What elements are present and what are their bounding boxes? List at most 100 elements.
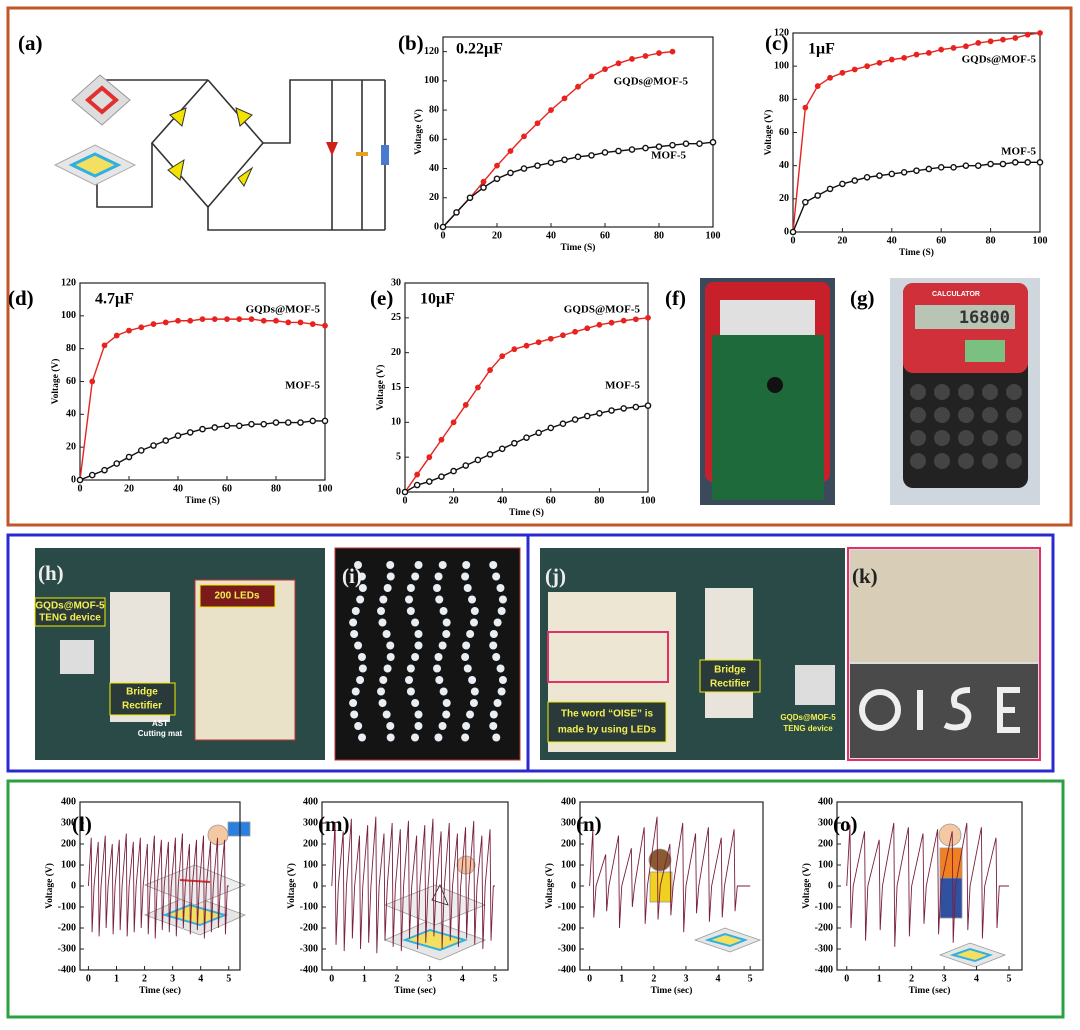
y-tick-label: -100 <box>558 901 576 912</box>
led <box>406 687 415 696</box>
point <box>297 319 304 326</box>
point <box>987 160 994 168</box>
led <box>466 630 475 638</box>
led <box>414 641 423 650</box>
led <box>489 561 498 569</box>
point <box>560 332 566 339</box>
frame-top <box>6 6 1073 527</box>
point <box>450 419 457 426</box>
photo-label: TENG device <box>39 613 101 624</box>
y-tick-label: -400 <box>300 964 318 975</box>
point <box>876 172 883 179</box>
point <box>535 429 542 437</box>
led <box>438 722 447 730</box>
x-tick-label: 2 <box>651 973 656 984</box>
key <box>910 453 926 469</box>
panel-label: (h) <box>38 561 64 585</box>
photo-label: GQDs@MOF-5 <box>780 713 836 722</box>
point <box>523 342 530 349</box>
point <box>1024 31 1031 38</box>
x-tick-label: 3 <box>427 973 432 984</box>
point <box>511 346 518 353</box>
point <box>987 38 994 45</box>
led <box>463 664 472 673</box>
point <box>235 422 243 430</box>
led <box>442 710 451 719</box>
x-tick-label: 1 <box>114 973 119 984</box>
point <box>827 74 833 81</box>
point <box>602 66 608 73</box>
point <box>236 316 243 323</box>
y-tick-label: 40 <box>429 163 439 174</box>
panel-label: (i) <box>342 564 362 588</box>
led <box>351 607 360 615</box>
annotation: 0.22μF <box>456 41 503 58</box>
led-diode <box>326 142 338 156</box>
key <box>982 430 998 446</box>
point <box>669 141 676 149</box>
panel-label: (b) <box>398 31 424 55</box>
led <box>354 641 363 650</box>
point <box>999 160 1007 168</box>
led <box>382 630 391 638</box>
key <box>958 384 974 400</box>
point <box>426 454 433 461</box>
point <box>507 148 514 154</box>
point <box>572 328 578 335</box>
y-tick-label: 80 <box>66 343 76 354</box>
led <box>379 595 388 604</box>
y-tick-label: 0 <box>313 880 318 891</box>
point <box>950 164 957 171</box>
panel-label: (n) <box>576 812 602 836</box>
point <box>175 317 181 324</box>
led <box>358 664 367 673</box>
y-tick-label: 60 <box>66 376 76 387</box>
led <box>442 630 451 638</box>
point <box>101 342 108 349</box>
point <box>260 420 268 428</box>
y-tick-label: -100 <box>58 901 76 912</box>
point <box>211 316 218 323</box>
led <box>498 676 507 684</box>
point <box>601 149 609 156</box>
x-tick-label: 3 <box>942 973 947 984</box>
led-array <box>349 561 507 742</box>
y-tick-label: -200 <box>558 922 576 933</box>
led <box>358 733 367 742</box>
x-tick-label: 100 <box>641 495 656 506</box>
x-axis-label: Time (sec) <box>651 985 693 996</box>
x-tick-label: 40 <box>887 235 897 246</box>
y-tick-label: 200 <box>818 838 833 849</box>
x-axis-label: Time (S) <box>509 507 544 518</box>
point <box>863 173 871 181</box>
y-tick-label: 40 <box>779 160 789 171</box>
key <box>982 384 998 400</box>
led <box>406 607 415 615</box>
point <box>1036 159 1044 166</box>
led <box>438 561 447 569</box>
point <box>523 434 530 441</box>
photo-i <box>334 547 521 761</box>
led <box>386 572 395 581</box>
key <box>910 384 926 400</box>
y-tick-label: 100 <box>61 310 76 321</box>
y-tick-label: -100 <box>300 901 318 912</box>
led <box>357 653 366 661</box>
y-tick-label: 40 <box>66 409 76 420</box>
led <box>461 653 470 661</box>
point <box>975 40 982 46</box>
led <box>434 653 443 661</box>
plot-frame <box>442 36 714 228</box>
point <box>571 416 579 423</box>
photo-label: Rectifier <box>122 701 162 712</box>
key <box>958 453 974 469</box>
point <box>962 162 970 169</box>
led <box>405 595 414 604</box>
series-label: GQDs@MOF-5 <box>962 54 1037 66</box>
point <box>608 407 615 414</box>
point <box>1012 159 1019 166</box>
point <box>273 317 279 324</box>
point <box>498 445 506 453</box>
x-tick-label: 4 <box>198 973 203 984</box>
